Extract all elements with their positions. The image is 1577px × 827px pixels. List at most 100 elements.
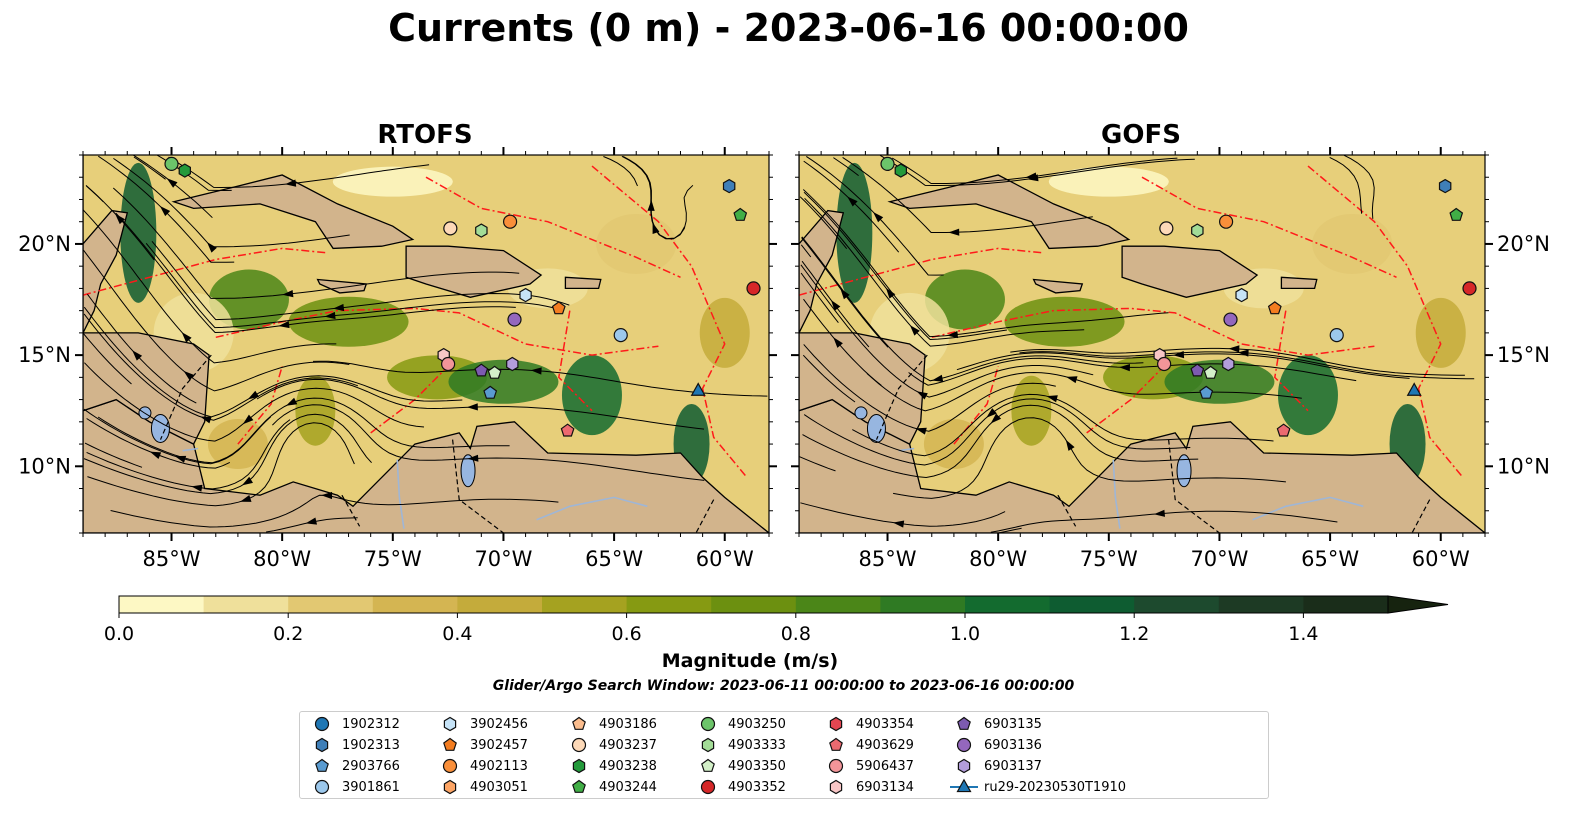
legend-symbol	[314, 779, 330, 795]
streamline-arrow	[333, 303, 345, 312]
streamline-arrow	[240, 495, 252, 502]
legend-label: 6903136	[984, 737, 1042, 753]
legend-marker	[443, 737, 457, 751]
streamline-arrow	[241, 476, 253, 486]
magnitude-field	[1004, 296, 1125, 347]
streamline-arrow	[1065, 439, 1075, 451]
legend-symbol	[572, 716, 586, 730]
legend-item: 4903237	[565, 735, 657, 755]
legend-symbol	[957, 758, 971, 774]
legend-marker	[829, 716, 843, 732]
streamline-arrow	[467, 454, 479, 462]
streamline-arrow	[1153, 509, 1165, 517]
legend-symbol	[957, 716, 971, 730]
legend-symbol	[571, 737, 587, 753]
eez-boundary	[1141, 176, 1397, 278]
legend-symbol	[701, 758, 715, 772]
streamline	[799, 196, 848, 250]
streamline	[84, 442, 143, 468]
colorbar-tick-label: 1.0	[950, 623, 980, 645]
legend-item: 3902457	[436, 735, 528, 755]
obs-marker-6903137	[1222, 356, 1235, 372]
streamline	[800, 244, 812, 258]
streamline-arrow	[174, 455, 187, 463]
legend-marker	[701, 758, 715, 772]
legend-marker	[442, 758, 458, 774]
legend-item: 4903354	[822, 714, 914, 734]
streamline-arrow	[305, 517, 317, 525]
obs-marker-6903136	[507, 312, 522, 327]
legend-symbol	[700, 779, 716, 795]
colorbar-segment	[880, 596, 966, 613]
x-tick-label: 70°W	[474, 547, 532, 571]
legend-label: 1902313	[342, 737, 400, 753]
streamline-arrow	[893, 520, 905, 528]
legend-item: 3902456	[436, 714, 528, 734]
land-mass	[887, 174, 1131, 250]
streamline-arrow	[1027, 174, 1039, 182]
streamline-arrow	[115, 213, 126, 225]
country-border	[341, 494, 361, 527]
magnitude-field	[1415, 297, 1466, 368]
streamline	[802, 354, 856, 403]
eez-boundary	[1273, 310, 1309, 412]
obs-marker-3902457	[551, 301, 566, 315]
legend-item: 3901861	[308, 777, 400, 797]
legend-marker	[315, 758, 329, 772]
legend-marker	[957, 716, 971, 730]
legend-item: 6903134	[822, 777, 914, 797]
obs-marker-4903237	[1159, 221, 1174, 236]
streamline-arrow	[200, 416, 212, 424]
colorbar-segment	[626, 596, 712, 613]
x-tick-label: 80°W	[969, 547, 1027, 571]
obs-marker-6903135	[1190, 363, 1205, 377]
obs-marker-4903250	[880, 156, 895, 171]
legend-marker	[700, 716, 716, 732]
streamline-arrow	[1173, 351, 1185, 359]
rtofs-map-panel: 85°W 80°W 75°W 70°W 65°W 60°W 10°N 15°N 20°N	[18, 147, 777, 571]
streamline-arrow	[831, 300, 841, 311]
legend-symbol	[701, 737, 715, 753]
gofs-map-panel: 85°W 80°W 75°W 70°W 65°W 60°W 10°N 15°N 20°N	[791, 147, 1550, 571]
streamline-arrow	[847, 196, 858, 207]
colorbar-tick-label: 0.0	[104, 623, 134, 645]
legend-item: 4903352	[694, 777, 786, 797]
magnitude-field	[561, 355, 622, 436]
legend-symbol	[829, 779, 843, 795]
colorbar-tick-label: 0.6	[611, 623, 641, 645]
river	[1112, 459, 1121, 529]
legend-marker	[828, 758, 844, 774]
legend-symbol	[572, 758, 586, 774]
streamline-arrow	[833, 337, 843, 348]
magnitude-field	[1011, 375, 1052, 446]
magnitude-field	[332, 166, 453, 197]
legend-marker	[572, 716, 586, 730]
streamline-arrow	[321, 491, 333, 500]
streamline	[799, 456, 836, 472]
obs-marker-ru29-20230530T1910	[690, 382, 706, 396]
legend-item: 4903350	[694, 756, 786, 776]
obs-marker-ru29-20230530T1910	[1406, 382, 1422, 396]
land-mass	[83, 332, 210, 445]
legend-symbol	[950, 778, 978, 793]
colorbar-tick-label: 0.2	[273, 623, 303, 645]
obs-marker-4903352	[1462, 281, 1477, 296]
obs-marker-3901861	[1329, 328, 1344, 343]
lake	[150, 413, 170, 443]
legend-item: 4903333	[694, 735, 786, 755]
obs-marker-3902457	[1267, 301, 1282, 315]
legend-label: 4903333	[728, 737, 786, 753]
legend-symbol	[572, 779, 586, 793]
colorbar-segment	[457, 596, 543, 613]
streamline-arrow	[948, 228, 960, 236]
legend-label: 4903244	[599, 779, 657, 795]
streamline	[133, 156, 166, 180]
legend-item: 6903136	[950, 735, 1042, 755]
streamline	[85, 185, 104, 203]
land-mass	[1280, 276, 1318, 290]
obs-marker-5906437	[1157, 356, 1172, 372]
legend-marker	[443, 716, 457, 732]
legend-marker	[314, 716, 330, 732]
streamline-arrow	[916, 391, 928, 400]
magnitude-field	[295, 375, 336, 446]
